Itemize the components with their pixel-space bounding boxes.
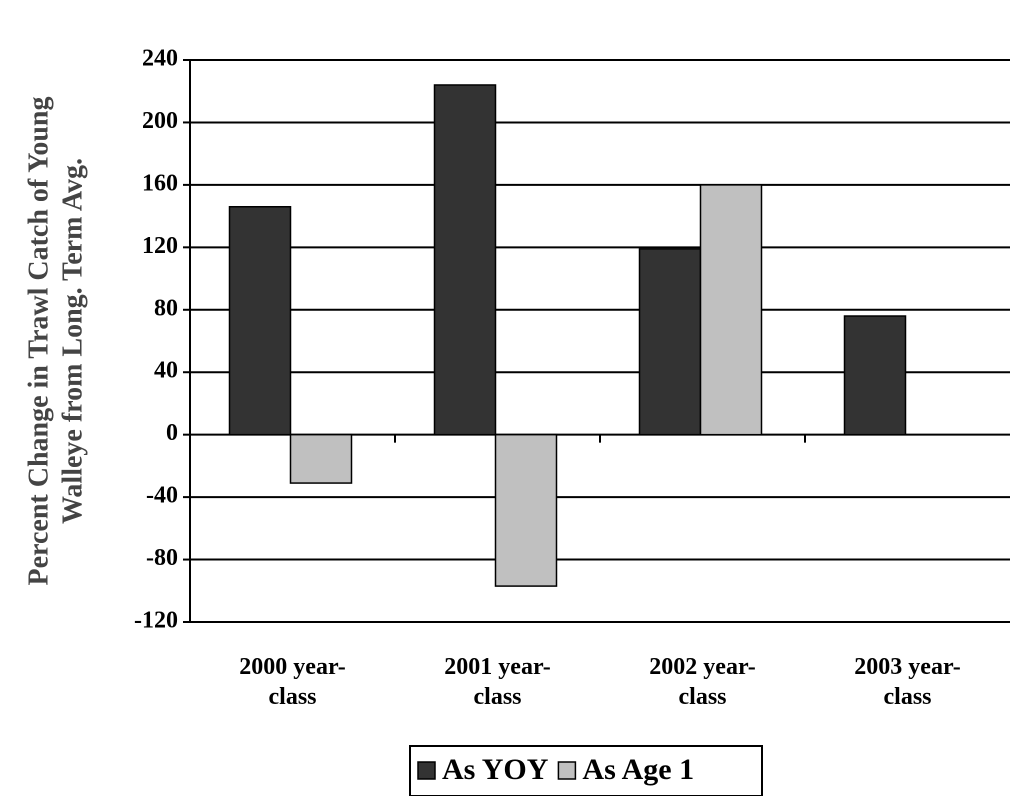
y-tick-label: 200 (142, 108, 178, 134)
x-tick-label: 2003 year-class (854, 654, 960, 710)
x-tick-label: 2001 year-class (444, 654, 550, 710)
y-tick-label: 240 (142, 46, 178, 72)
y-tick-label: 160 (142, 170, 178, 196)
legend-label: As YOY (442, 753, 549, 786)
legend-box (409, 745, 763, 796)
y-tick-label: -120 (134, 608, 178, 634)
y-axis-title-line: Walleye from Long. Term Avg. (57, 158, 88, 524)
legend: As YOY As Age 1 (409, 745, 763, 796)
bar (699, 184, 763, 436)
bar (433, 84, 497, 436)
y-tick-label: 80 (154, 295, 178, 321)
y-tick-label: -40 (146, 483, 178, 509)
bar (289, 433, 353, 484)
y-axis-title-line: Percent Change in Trawl Catch of Young (23, 97, 54, 586)
bar (494, 433, 558, 587)
bar (638, 248, 702, 436)
x-tick-label: 2000 year-class (239, 654, 345, 710)
y-tick-label: -80 (146, 545, 178, 571)
y-tick-label: 40 (154, 358, 178, 384)
y-tick-label: 0 (166, 420, 178, 446)
bar (843, 315, 907, 436)
bar (228, 205, 292, 436)
y-tick-label: 120 (142, 233, 178, 259)
y-axis-title: Percent Change in Trawl Catch of Young W… (23, 97, 88, 586)
legend-label: As Age 1 (582, 753, 694, 786)
legend-swatch (417, 761, 436, 780)
legend-swatch (557, 761, 577, 780)
x-tick-label: 2002 year-class (649, 654, 755, 710)
